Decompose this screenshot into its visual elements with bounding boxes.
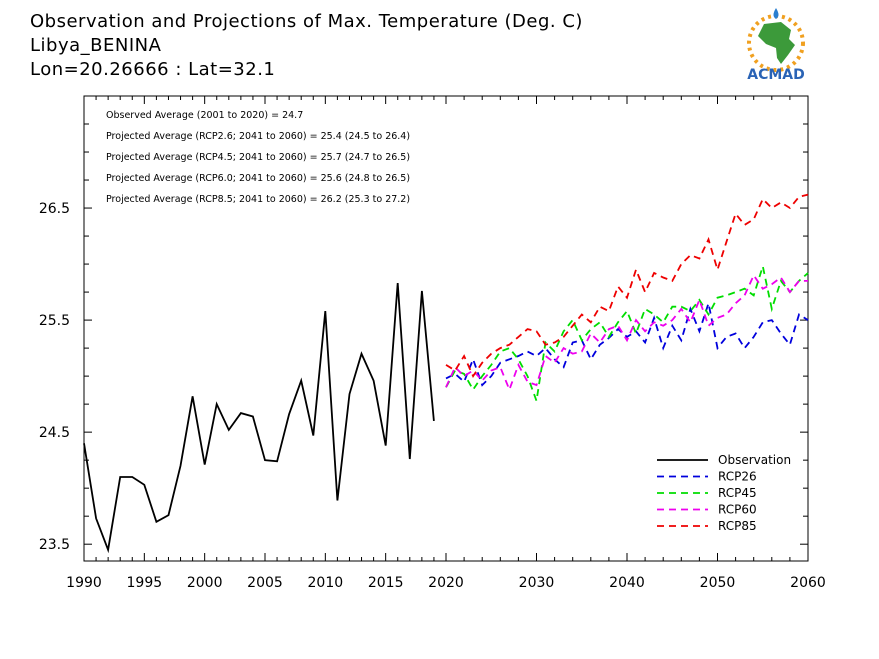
y-tick-label: 25.5 [39,313,70,329]
stat-rcp26: Projected Average (RCP2.6; 2041 to 2060)… [106,131,410,142]
legend-label: RCP85 [718,519,757,533]
legend: Observation RCP26 RCP45 RCP60 RCP85 [657,453,791,533]
water-drop-icon [773,8,779,19]
chart-subtitle-coordinates: Lon=20.26666 : Lat=32.1 [30,59,275,80]
x-tick-label: 2020 [428,575,464,591]
series-line-rcp26 [445,299,809,387]
x-tick-label: 1990 [66,575,102,591]
legend-label: RCP60 [718,503,757,517]
chart-subtitle-station: Libya_BENINA [30,35,162,56]
africa-map-icon [758,22,795,64]
stat-rcp60: Projected Average (RCP6.0; 2041 to 2060)… [106,173,410,184]
legend-label: RCP26 [718,470,757,484]
x-tick-label: 2040 [609,575,645,591]
y-tick-label: 23.5 [39,537,70,553]
series-line-observation [83,283,435,554]
y-tick-label: 24.5 [39,425,70,441]
x-tick-label: 2050 [700,575,736,591]
stats-annotations: Observed Average (2001 to 2020) = 24.7 P… [106,110,410,205]
x-tick-label: 2000 [187,575,223,591]
chart-title: Observation and Projections of Max. Temp… [30,11,583,32]
x-tick-label: 2005 [247,575,283,591]
series-line-rcp60 [445,273,808,393]
x-tick-label: 2030 [519,575,555,591]
x-tick-label: 2010 [308,575,344,591]
x-axis-ticks: 1990 1995 2000 2005 2010 2015 2020 2030 2040 2050… [66,96,826,591]
series-layer [83,193,809,554]
stat-observed: Observed Average (2001 to 2020) = 24.7 [106,110,303,121]
stat-rcp45: Projected Average (RCP4.5; 2041 to 2060)… [106,152,410,163]
x-tick-label: 1995 [127,575,163,591]
x-tick-label: 2060 [790,575,826,591]
series-line-rcp85 [445,193,809,378]
x-tick-label: 2015 [368,575,404,591]
legend-label: Observation [718,453,791,467]
y-tick-label: 26.5 [39,201,70,217]
legend-label: RCP45 [718,486,757,500]
acmad-logo: ACMAD [747,8,805,83]
series-line-rcp45 [445,262,809,402]
y-axis-ticks: 23.5 24.5 25.5 26.5 [39,123,808,553]
stat-rcp85: Projected Average (RCP8.5; 2041 to 2060)… [106,194,410,205]
logo-text: ACMAD [747,67,805,83]
